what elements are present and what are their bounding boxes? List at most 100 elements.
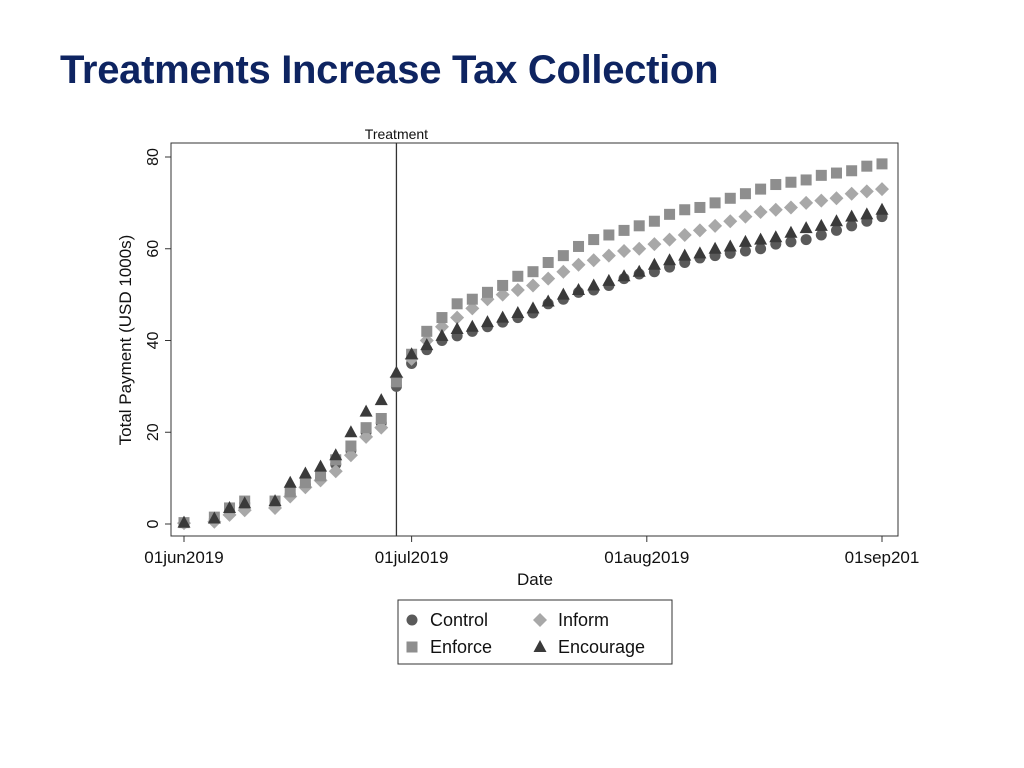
data-point xyxy=(223,500,237,513)
data-point xyxy=(738,234,752,247)
legend-marker xyxy=(406,614,418,626)
data-point xyxy=(800,234,812,246)
data-point xyxy=(829,214,843,227)
x-tick-label: 01jun2019 xyxy=(144,548,223,567)
data-point xyxy=(846,220,858,232)
data-point xyxy=(511,305,525,318)
data-point xyxy=(420,338,434,351)
data-point xyxy=(238,496,252,509)
data-point xyxy=(542,257,554,269)
data-point xyxy=(844,186,859,201)
data-point xyxy=(207,511,221,524)
data-point xyxy=(587,278,601,291)
data-point xyxy=(586,253,601,268)
data-point xyxy=(724,192,736,204)
data-point xyxy=(480,315,494,328)
data-point xyxy=(557,250,569,262)
y-axis-label: Total Payment (USD 1000s) xyxy=(116,235,135,446)
data-point xyxy=(344,425,358,438)
data-point xyxy=(512,270,524,282)
data-point xyxy=(618,224,630,236)
data-point xyxy=(541,294,555,307)
y-tick-label: 80 xyxy=(145,148,162,166)
data-point xyxy=(374,420,389,435)
data-point xyxy=(573,240,585,252)
data-point xyxy=(723,239,737,252)
data-point xyxy=(588,234,600,246)
data-point xyxy=(434,319,449,334)
x-tick-label: 01sep201 xyxy=(845,548,920,567)
data-point xyxy=(465,301,480,316)
data-point xyxy=(770,179,782,191)
data-point xyxy=(436,312,448,324)
data-point xyxy=(662,232,677,247)
data-point xyxy=(435,328,449,341)
data-point xyxy=(359,404,373,417)
data-point xyxy=(421,325,433,337)
x-axis-label: Date xyxy=(517,570,553,589)
data-point xyxy=(723,214,738,229)
data-point xyxy=(328,464,343,479)
data-point xyxy=(648,215,660,227)
data-point xyxy=(177,515,191,528)
legend-label: Enforce xyxy=(430,637,492,657)
data-point xyxy=(785,236,797,248)
data-point xyxy=(572,283,586,296)
data-point xyxy=(389,365,403,378)
data-point xyxy=(556,287,570,300)
y-tick-label: 0 xyxy=(145,519,162,528)
data-point xyxy=(556,264,571,279)
data-point xyxy=(753,205,768,220)
data-point xyxy=(359,429,374,444)
legend-marker xyxy=(406,641,418,653)
data-point xyxy=(814,193,829,208)
data-point xyxy=(481,286,493,298)
data-point xyxy=(754,232,768,245)
data-point xyxy=(860,207,874,220)
data-point xyxy=(694,201,706,213)
data-point xyxy=(405,347,419,360)
data-point xyxy=(603,229,615,241)
data-point xyxy=(632,241,647,256)
data-point xyxy=(677,227,692,242)
data-point xyxy=(314,459,328,472)
data-point xyxy=(360,422,372,434)
data-point xyxy=(633,220,645,232)
data-point xyxy=(298,466,312,479)
data-point xyxy=(800,174,812,186)
legend-item-control: Control xyxy=(406,610,488,630)
data-point xyxy=(527,266,539,278)
data-point xyxy=(647,257,661,270)
data-point xyxy=(859,184,874,199)
data-point xyxy=(768,202,783,217)
data-point xyxy=(510,283,525,298)
data-point xyxy=(708,218,723,233)
data-point xyxy=(299,477,311,489)
legend-item-enforce: Enforce xyxy=(406,637,492,657)
data-point xyxy=(693,246,707,259)
data-point xyxy=(601,248,616,263)
data-point xyxy=(451,298,463,310)
data-point xyxy=(784,225,798,238)
data-point xyxy=(830,167,842,179)
y-tick-label: 40 xyxy=(145,332,162,350)
legend-label: Encourage xyxy=(558,637,645,657)
data-point xyxy=(708,241,722,254)
data-point xyxy=(496,310,510,323)
plot-area xyxy=(170,142,899,537)
data-point xyxy=(829,191,844,206)
data-point xyxy=(861,160,873,172)
data-point xyxy=(815,169,827,181)
legend-label: Control xyxy=(430,610,488,630)
slide-title: Treatments Increase Tax Collection xyxy=(60,48,719,92)
data-point xyxy=(497,279,509,291)
data-point xyxy=(739,245,751,257)
data-point xyxy=(875,182,889,197)
data-point xyxy=(692,223,707,238)
data-point xyxy=(268,494,282,507)
data-point xyxy=(284,486,296,498)
series-encourage xyxy=(177,202,889,528)
data-point xyxy=(390,376,402,388)
data-point xyxy=(709,197,721,209)
